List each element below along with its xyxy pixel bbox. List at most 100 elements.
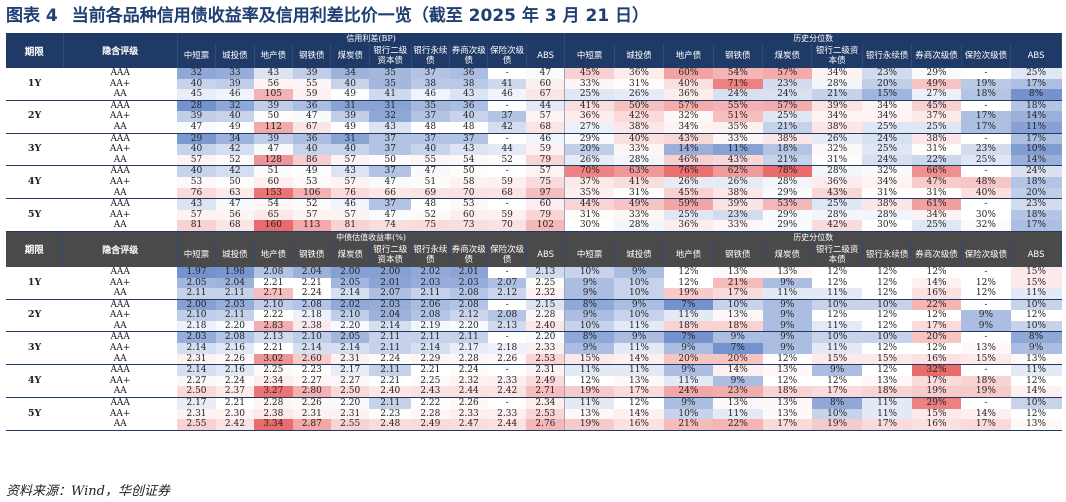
percentile-cell: 8% xyxy=(564,331,615,344)
value-cell: 2.31 xyxy=(330,353,370,366)
value-cell: 2.14 xyxy=(330,288,370,300)
value-cell: 45 xyxy=(177,89,216,101)
value-cell: 2.23 xyxy=(292,364,331,376)
percentile-cell: 33% xyxy=(713,220,763,232)
percentile-cell: 37% xyxy=(564,176,615,188)
value-cell: 2.18 xyxy=(487,343,527,354)
value-cell: 2.26 xyxy=(449,397,488,409)
value-cell: 2.14 xyxy=(369,320,412,333)
period-cell: 3Y xyxy=(6,331,64,366)
value-cell: 2.28 xyxy=(449,353,488,366)
value-cell: 44 xyxy=(487,144,527,155)
value-cell: 47 xyxy=(526,68,566,79)
rating-cell: AA+ xyxy=(63,111,178,122)
value-cell: 44 xyxy=(526,100,566,112)
percentile-cell: - xyxy=(961,198,1011,210)
value-cell: 2.18 xyxy=(177,320,216,333)
value-cell: 105 xyxy=(254,89,293,101)
percentile-cell: 7% xyxy=(663,299,714,311)
percentile-cell: 19% xyxy=(663,288,714,300)
value-cell: 67 xyxy=(526,89,566,101)
percentile-cell: 13% xyxy=(762,408,812,420)
percentile-cell: 62% xyxy=(713,165,763,177)
rating-cell: AAA xyxy=(63,133,178,145)
value-cell: 68 xyxy=(215,220,255,232)
percentile-cell: 23% xyxy=(1010,198,1062,210)
percentile-cell: 39% xyxy=(811,100,863,112)
percentile-cell: 12% xyxy=(564,375,615,387)
percentile-cell: 12% xyxy=(1010,310,1062,321)
percentile-cell: - xyxy=(961,266,1011,278)
percentile-cell: 33% xyxy=(614,209,664,221)
value-cell: 2.00 xyxy=(177,299,216,311)
value-cell: 2.40 xyxy=(526,320,566,333)
percentile-cell: 11% xyxy=(762,288,812,300)
value-cell: 2.11 xyxy=(449,331,488,344)
period-cell: 2Y xyxy=(6,100,64,134)
percentile-cell: 57% xyxy=(663,100,714,112)
percentile-cell: 66% xyxy=(911,165,962,177)
percentile-cell: 8% xyxy=(1010,331,1062,344)
percentile-cell: 9% xyxy=(762,299,812,311)
value-cell: 40 xyxy=(411,144,450,155)
percentile-cell: 15% xyxy=(811,353,863,366)
percentile-cell: 15% xyxy=(1010,266,1062,278)
percentile-cell: 34% xyxy=(811,111,863,122)
column-header: 银行永续债 xyxy=(862,44,913,68)
percentile-cell: 29% xyxy=(911,397,962,409)
table-row: 1Y AAA 1.97 1.98 2.08 2.04 2.00 2.00 2.02 2.01-2.… xyxy=(6,266,1062,300)
rating-cell: AA xyxy=(63,386,178,399)
value-cell: 2.19 xyxy=(411,320,450,333)
rating-cell: AA xyxy=(63,121,178,134)
value-cell: - xyxy=(487,299,527,311)
percentile-cell: 38% xyxy=(862,198,912,210)
percentile-cell: 11% xyxy=(663,310,714,321)
percentile-cell: 17% xyxy=(811,386,863,399)
value-cell: 75 xyxy=(526,176,566,188)
percentile-cell: 11% xyxy=(1010,364,1062,376)
percentile-cell: 46% xyxy=(663,154,714,167)
percentile-cell: 29% xyxy=(564,133,615,145)
percentile-cell: 31% xyxy=(862,187,912,200)
rating-cell: AA xyxy=(63,89,178,101)
table-row: AA 2.18 2.20 2.83 2.38 2.20 2.14 2.19 2.20 2.13 2.… xyxy=(6,320,1062,333)
value-cell: 2.20 xyxy=(449,320,488,333)
value-cell: 57 xyxy=(292,209,331,221)
percentile-cell: 22% xyxy=(911,299,962,311)
value-cell: 2.30 xyxy=(215,408,255,420)
value-cell: 54 xyxy=(254,198,293,210)
value-cell: 86 xyxy=(292,154,331,167)
percentile-cell: 12% xyxy=(1010,408,1062,420)
percentile-cell: 40% xyxy=(614,133,664,145)
percentile-cell: 35% xyxy=(564,187,615,200)
percentile-cell: 10% xyxy=(811,408,863,420)
value-cell: 41 xyxy=(487,78,527,90)
value-cell: 2.17 xyxy=(330,364,370,376)
percentile-cell: 31% xyxy=(614,187,664,200)
percentile-cell: 53% xyxy=(762,198,812,210)
percentile-cell: 9% xyxy=(762,277,812,289)
percentile-cell: 18% xyxy=(663,320,714,333)
percentile-cell: 20% xyxy=(713,353,763,366)
percentile-cell: 13% xyxy=(862,375,912,387)
percentile-cell: 25% xyxy=(862,121,912,134)
percentile-cell: 34% xyxy=(663,121,714,134)
percentile-cell: 51% xyxy=(713,111,763,122)
column-header: 城投债 xyxy=(614,242,665,267)
column-header: 煤炭债 xyxy=(762,242,813,267)
percentile-cell: 17% xyxy=(911,375,962,387)
percentile-cell: 30% xyxy=(961,209,1011,221)
percentile-cell: 18% xyxy=(961,375,1011,387)
percentile-cell: 9% xyxy=(713,375,763,387)
value-cell: 2.23 xyxy=(369,408,412,420)
rating-cell: AAA xyxy=(63,364,178,376)
value-cell: 53 xyxy=(292,176,331,188)
percentile-cell: 26% xyxy=(564,154,615,167)
value-cell: 97 xyxy=(526,187,566,200)
value-cell: - xyxy=(487,397,527,409)
value-cell: 34 xyxy=(330,68,370,79)
percentile-cell: 12% xyxy=(811,310,863,321)
value-cell: 40 xyxy=(449,111,488,122)
percentile-cell: 10% xyxy=(862,299,912,311)
value-cell: 47 xyxy=(177,121,216,134)
